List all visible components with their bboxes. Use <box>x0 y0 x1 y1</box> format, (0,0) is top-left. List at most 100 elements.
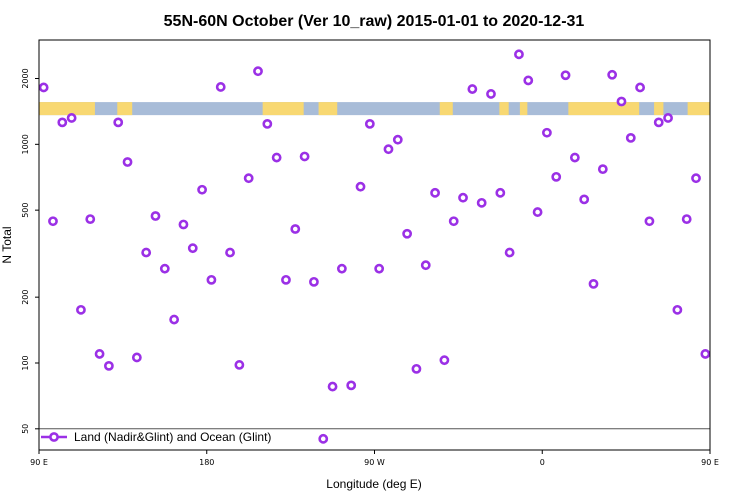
data-point <box>402 228 413 239</box>
data-point <box>681 214 692 225</box>
legend: Land (Nadir&Glint) and Ocean (Glint) <box>41 430 271 444</box>
data-point <box>159 263 170 274</box>
data-point <box>720 119 727 126</box>
x-tick-label: 90 E <box>701 458 719 467</box>
data-point <box>187 243 198 254</box>
land-segment <box>654 102 664 116</box>
x-tick-label: 90 E <box>30 458 48 467</box>
data-point <box>504 247 515 258</box>
y-tick-label: 100 <box>21 355 30 370</box>
data-point <box>290 224 301 234</box>
data-point <box>141 247 152 258</box>
data-point <box>364 118 375 129</box>
data-point <box>346 380 357 391</box>
x-tick-label: 180 <box>199 458 214 467</box>
data-point <box>569 152 580 163</box>
data-point <box>672 304 683 315</box>
data-point <box>616 96 627 107</box>
data-point <box>309 276 319 287</box>
data-point <box>700 349 710 359</box>
data-point <box>607 69 618 80</box>
data-point <box>234 360 245 370</box>
data-point <box>486 89 496 99</box>
data-point <box>635 82 646 93</box>
y-tick-label: 500 <box>21 203 30 218</box>
data-point <box>411 363 422 374</box>
data-point <box>271 152 282 163</box>
x-tick-label: 0 <box>540 458 545 467</box>
data-point <box>709 364 710 368</box>
data-point <box>430 187 440 198</box>
data-point <box>739 158 746 165</box>
data-point <box>597 164 608 175</box>
data-point <box>169 314 180 325</box>
ocean-band <box>39 102 710 116</box>
data-point <box>76 304 86 315</box>
data-point <box>103 360 114 371</box>
data-point <box>420 260 431 271</box>
data-point <box>560 70 571 81</box>
data-point <box>383 144 394 155</box>
plot-frame <box>38 39 711 451</box>
land-segment <box>499 102 509 116</box>
data-point <box>299 151 310 162</box>
data-point <box>730 173 737 180</box>
data-point <box>262 118 273 129</box>
data-point <box>253 66 263 77</box>
data-point <box>392 134 403 145</box>
data-point <box>625 133 636 143</box>
data-point <box>122 157 133 167</box>
data-point <box>178 219 189 230</box>
data-points <box>39 49 746 444</box>
data-point <box>532 207 543 217</box>
land-segment <box>318 102 338 116</box>
data-point <box>197 184 207 195</box>
data-point <box>243 173 254 184</box>
data-point <box>131 352 142 363</box>
y-tick-label: 1000 <box>21 134 30 154</box>
data-point <box>458 192 468 203</box>
data-point <box>215 82 226 92</box>
data-point <box>206 274 217 285</box>
y-axis: 50 100 200 500 1000 2000 <box>21 68 39 434</box>
data-point <box>113 117 124 128</box>
data-point <box>551 171 562 182</box>
data-point <box>514 49 524 60</box>
legend-marker <box>49 432 59 442</box>
land-segment <box>262 102 304 116</box>
data-point <box>439 355 450 366</box>
data-point <box>579 194 590 205</box>
x-axis-label: Longitude (deg E) <box>326 477 421 491</box>
data-point <box>318 433 329 444</box>
data-point <box>523 75 534 86</box>
data-point <box>150 211 161 221</box>
data-point <box>588 278 599 289</box>
data-point <box>66 113 77 123</box>
data-point <box>225 247 235 258</box>
land-segment <box>568 102 640 116</box>
y-tick-label: 2000 <box>21 68 30 88</box>
data-point <box>85 214 96 225</box>
land-segment <box>687 102 710 116</box>
data-point <box>281 274 291 285</box>
y-tick-label: 200 <box>21 290 30 305</box>
land-segment <box>117 102 133 116</box>
data-point <box>663 113 673 123</box>
land-segment <box>519 102 528 116</box>
data-point <box>691 173 701 184</box>
y-axis-label: N Total <box>0 226 14 263</box>
land-ocean-band <box>39 102 710 116</box>
data-point <box>644 216 655 227</box>
data-point <box>355 181 366 192</box>
data-point <box>374 263 385 274</box>
data-point <box>495 187 506 198</box>
chart-title: 55N-60N October (Ver 10_raw) 2015-01-01 … <box>164 13 585 30</box>
data-point <box>542 127 552 138</box>
data-point <box>336 263 347 274</box>
data-point <box>39 82 49 93</box>
data-point <box>327 381 338 392</box>
data-point <box>48 216 58 227</box>
land-segment <box>39 102 95 116</box>
data-point <box>653 117 664 128</box>
